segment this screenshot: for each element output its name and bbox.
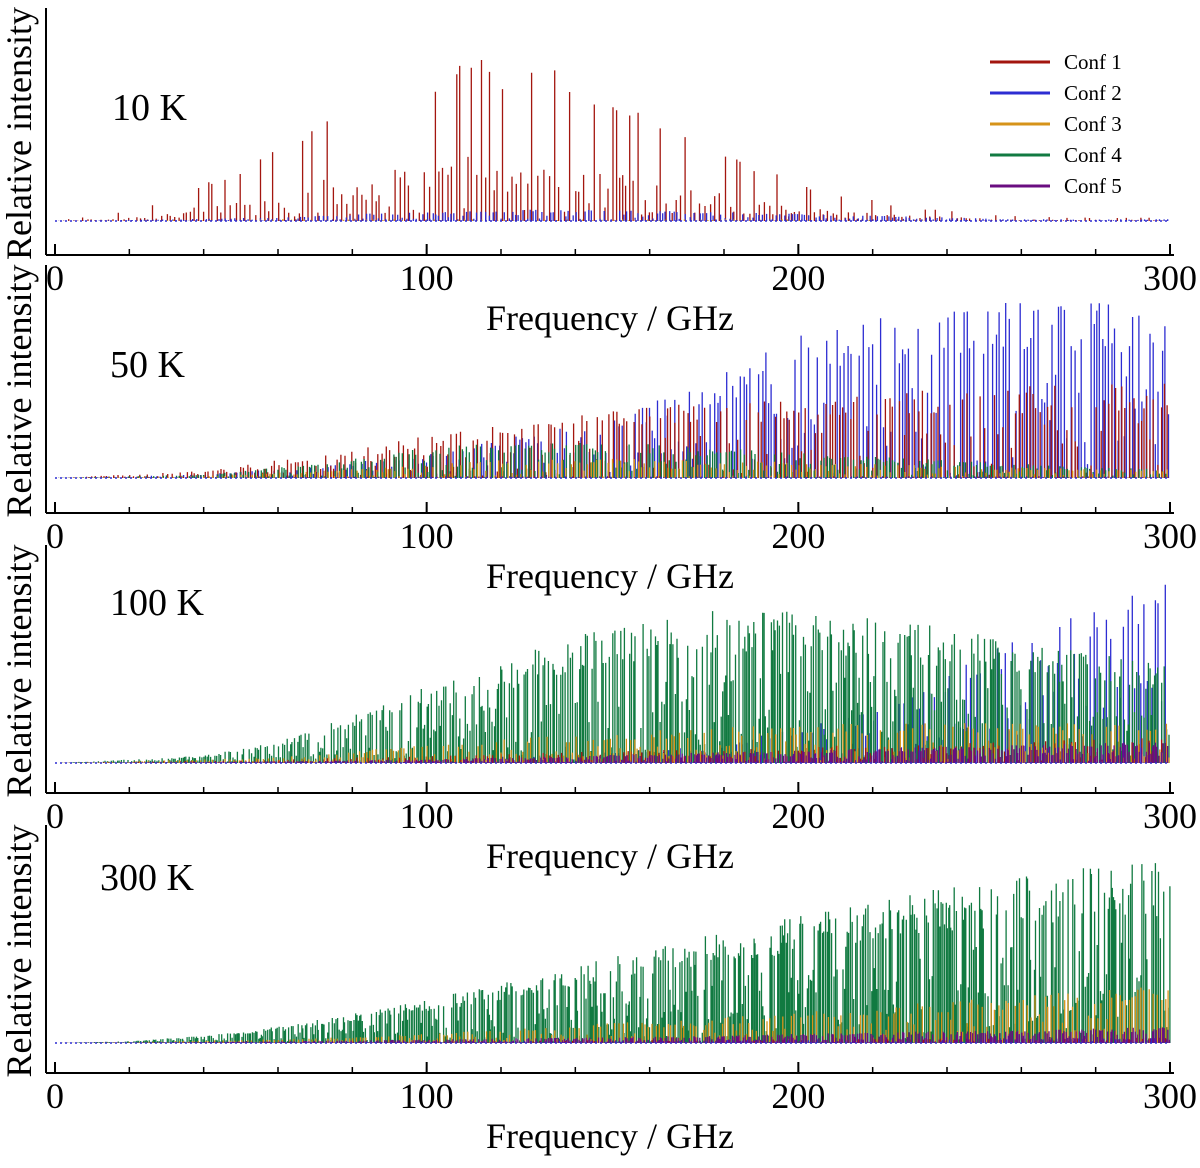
x-tick-label: 0: [46, 796, 64, 836]
legend-label: Conf 3: [1064, 112, 1122, 136]
x-tick-label: 100: [400, 516, 454, 556]
x-tick-label: 0: [46, 516, 64, 556]
legend-label: Conf 4: [1064, 143, 1122, 167]
temperature-label: 10 K: [112, 87, 188, 129]
stick-spectrum: [64, 1027, 1171, 1043]
y-axis-title: Relative intensity: [0, 825, 39, 1078]
legend-label: Conf 5: [1064, 174, 1122, 198]
stick-spectrum: [60, 611, 1170, 763]
panel-50k: 0 100 200 300 Frequency / GHz Relative intens…: [0, 265, 1197, 596]
x-tick-label: 300: [1143, 258, 1197, 298]
legend-item: Conf 1: [990, 50, 1122, 74]
x-axis-title: Frequency / GHz: [486, 556, 734, 596]
series-conf-4: [60, 611, 1170, 763]
series-conf-1: [58, 60, 1168, 221]
x-axis-title: Frequency / GHz: [486, 298, 734, 338]
y-axis-title: Relative intensity: [0, 545, 39, 798]
x-tick-label: 0: [46, 1076, 64, 1116]
x-tick-label: 300: [1143, 516, 1197, 556]
legend-label: Conf 1: [1064, 50, 1122, 74]
stick-spectrum: [61, 863, 1171, 1043]
series-conf-5: [64, 1027, 1171, 1043]
x-axis-title: Frequency / GHz: [486, 1116, 734, 1156]
x-tick-label: 100: [400, 1076, 454, 1116]
y-axis-title: Relative intensity: [0, 265, 39, 518]
x-tick-label: 200: [771, 796, 825, 836]
legend: Conf 1 Conf 2 Conf 3 Conf 4 Conf 5: [990, 50, 1122, 198]
y-axis-title: Relative intensity: [0, 7, 39, 260]
x-tick-label: 100: [400, 258, 454, 298]
temperature-label: 300 K: [100, 857, 195, 899]
legend-item: Conf 2: [990, 81, 1122, 105]
temperature-label: 50 K: [110, 344, 186, 386]
stick-spectrum: [58, 60, 1168, 221]
x-tick-label: 200: [771, 516, 825, 556]
legend-item: Conf 5: [990, 174, 1122, 198]
panel-300k: 0 100 200 300 Frequency / GHz Relative intens…: [0, 825, 1197, 1156]
temperature-label: 100 K: [110, 582, 205, 624]
x-tick-label: 100: [400, 796, 454, 836]
panel-10k: 0 100 200 300 Frequency / GHz Relative intens…: [0, 7, 1197, 338]
x-axis-title: Frequency / GHz: [486, 836, 734, 876]
legend-label: Conf 2: [1064, 81, 1122, 105]
legend-item: Conf 4: [990, 143, 1122, 167]
x-tick-label: 300: [1143, 796, 1197, 836]
series-conf-4: [61, 863, 1171, 1043]
x-tick-label: 300: [1143, 1076, 1197, 1116]
x-tick-label: 200: [771, 1076, 825, 1116]
legend-item: Conf 3: [990, 112, 1122, 136]
x-tick-label: 0: [46, 258, 64, 298]
panel-100k: 0 100 200 300 Frequency / GHz Relative intens…: [0, 545, 1197, 876]
x-tick-label: 200: [771, 258, 825, 298]
